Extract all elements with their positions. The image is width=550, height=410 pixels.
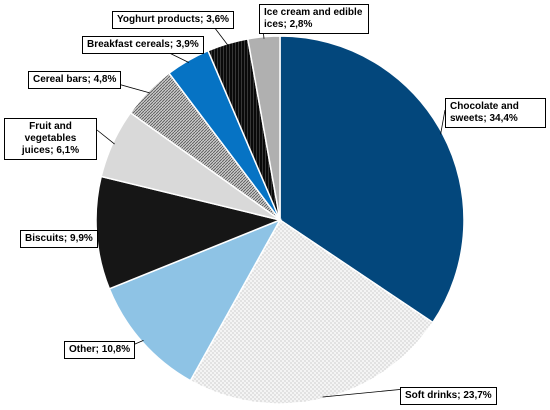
data-label-soft-drinks: Soft drinks; 23,7% — [400, 387, 497, 405]
leader-line-fruit-and-vegetables-juices — [96, 129, 115, 145]
data-label-breakfast-cereals: Breakfast cereals; 3,9% — [82, 36, 204, 54]
leader-line-soft-drinks — [322, 388, 406, 398]
data-label-cereal-bars: Cereal bars; 4,8% — [28, 71, 122, 89]
leader-line-chocolate-and-sweets — [440, 109, 446, 135]
data-label-other: Other; 10,8% — [64, 341, 136, 359]
pie-slice-other — [108, 218, 282, 382]
data-label-yoghurt-products: Yoghurt products; 3,6% — [112, 11, 235, 29]
pie-slice-soft-drinks — [189, 218, 434, 405]
pie-slice-chocolate-and-sweets — [279, 35, 465, 324]
data-label-biscuits: Biscuits; 9,9% — [20, 230, 98, 248]
data-label-ice-cream-and-edible-ices: Ice cream and edible ices; 2,8% — [259, 4, 369, 34]
data-label-fruit-and-vegetables-juices: Fruit and vegetables juices; 6,1% — [4, 118, 97, 160]
data-label-chocolate-and-sweets: Chocolate and sweets; 34,4% — [445, 98, 546, 128]
